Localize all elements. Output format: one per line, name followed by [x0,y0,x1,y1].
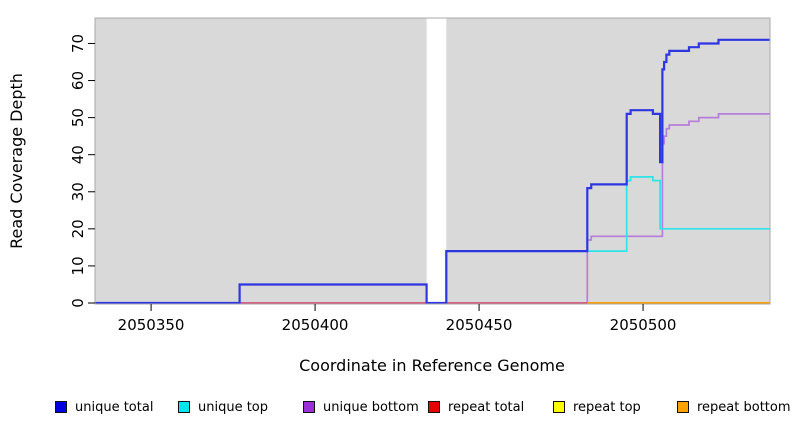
series-line-unique-total [95,38,770,305]
y-tick-label: 40 [69,145,87,164]
legend-item-repeat-bottom: repeat bottom [677,397,791,417]
axis-tick-labels: 2050350 2050400 2050450 2050500 0 10 20 30 40 50 6… [69,34,676,334]
y-tick-label: 0 [69,298,87,308]
y-axis-title: Read Coverage Depth [7,73,26,249]
axis-ticks [88,42,644,311]
legend: unique total unique top unique bottom re… [0,397,792,421]
y-tick-label: 10 [69,256,87,275]
x-tick-label: 2050450 [446,316,513,334]
repeat-total-swatch-icon [428,401,440,413]
y-tick-label: 60 [69,71,87,90]
legend-item-repeat-top: repeat top [553,397,641,417]
x-axis-title: Coordinate in Reference Genome [299,356,565,375]
x-tick-label: 2050350 [118,316,185,334]
coverage-plot: 2050350 2050400 2050450 2050500 0 10 20 30 40 50 6… [7,17,771,375]
legend-item-unique-total: unique total [55,397,153,417]
series-line-unique-bottom [95,113,770,304]
repeat-top-swatch-icon [553,401,565,413]
repeat-bottom-swatch-icon [677,401,689,413]
legend-item-unique-bottom: unique bottom [303,397,419,417]
legend-item-unique-top: unique top [178,397,268,417]
no-data-gap-band [426,18,447,304]
y-tick-label: 50 [69,108,87,127]
legend-label: repeat total [448,399,525,415]
plot-border [94,17,771,305]
y-tick-label: 70 [69,34,87,53]
y-tick-label: 30 [69,182,87,201]
y-tick-label: 20 [69,219,87,238]
x-tick-label: 2050400 [282,316,349,334]
legend-label: unique top [198,399,269,415]
legend-label: unique total [75,399,154,415]
unique-total-swatch-icon [55,401,67,413]
gap-band [426,18,447,304]
unique-top-swatch-icon [178,401,190,413]
legend-label: repeat bottom [697,399,791,415]
legend-item-repeat-total: repeat total [428,397,524,417]
legend-label: repeat top [573,399,641,415]
unique-bottom-swatch-icon [303,401,315,413]
series-lines [95,38,770,305]
x-tick-label: 2050500 [610,316,677,334]
legend-label: unique bottom [323,399,419,415]
